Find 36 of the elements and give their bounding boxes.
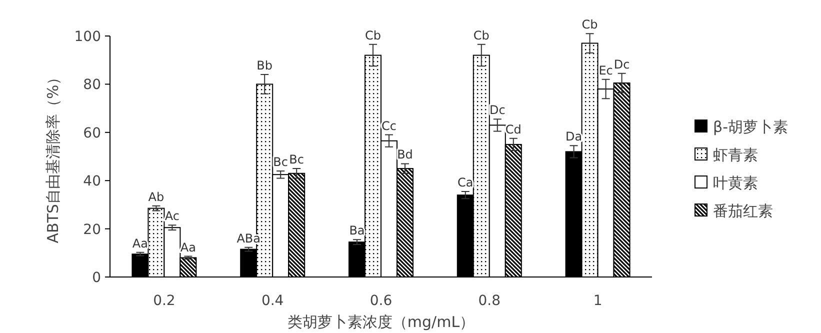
data-label: Dc — [614, 57, 630, 72]
data-label: Bb — [256, 58, 273, 73]
x-axis-title: 类胡萝卜素浓度（mg/mL） — [287, 313, 475, 331]
y-tick-label: 100 — [74, 29, 101, 45]
data-label: Da — [566, 130, 582, 144]
x-tick-label: 1 — [593, 293, 602, 309]
data-label: Ec — [598, 63, 613, 78]
legend-label: 番茄红素 — [713, 202, 773, 220]
legend-label: 虾青素 — [713, 146, 758, 164]
y-tick-label: 20 — [83, 222, 101, 238]
data-label: Bc — [289, 152, 304, 167]
x-tick-label: 0.2 — [153, 293, 176, 309]
data-label: Cc — [382, 118, 396, 133]
x-tick-label: 0.4 — [261, 293, 284, 309]
data-label: Cb — [365, 28, 381, 42]
y-tick-label: 60 — [83, 125, 101, 142]
data-label: Bc — [273, 154, 288, 169]
x-tick-label: 0.8 — [478, 293, 501, 309]
y-tick-label: 40 — [83, 174, 101, 190]
data-label: Aa — [132, 236, 148, 250]
data-label: Bd — [397, 148, 413, 162]
data-label: Cb — [473, 28, 490, 42]
data-label: Cd — [505, 122, 522, 136]
y-tick-label: 80 — [83, 77, 101, 94]
data-label: Ba — [349, 224, 365, 238]
legend-label: 叶黄素 — [713, 174, 758, 192]
data-label: Aa — [180, 240, 196, 254]
data-label: Ca — [458, 175, 474, 190]
y-tick-label: 0 — [92, 270, 101, 286]
x-tick-label: 0.6 — [370, 293, 392, 309]
data-label: Dc — [489, 103, 506, 118]
data-label: Ac — [164, 209, 180, 224]
data-label: Cb — [582, 18, 598, 32]
data-label: Ab — [148, 190, 164, 204]
y-axis-title: ABTS自由基清除率（%） — [44, 70, 62, 244]
legend-label: β-胡萝卜素 — [713, 118, 788, 136]
